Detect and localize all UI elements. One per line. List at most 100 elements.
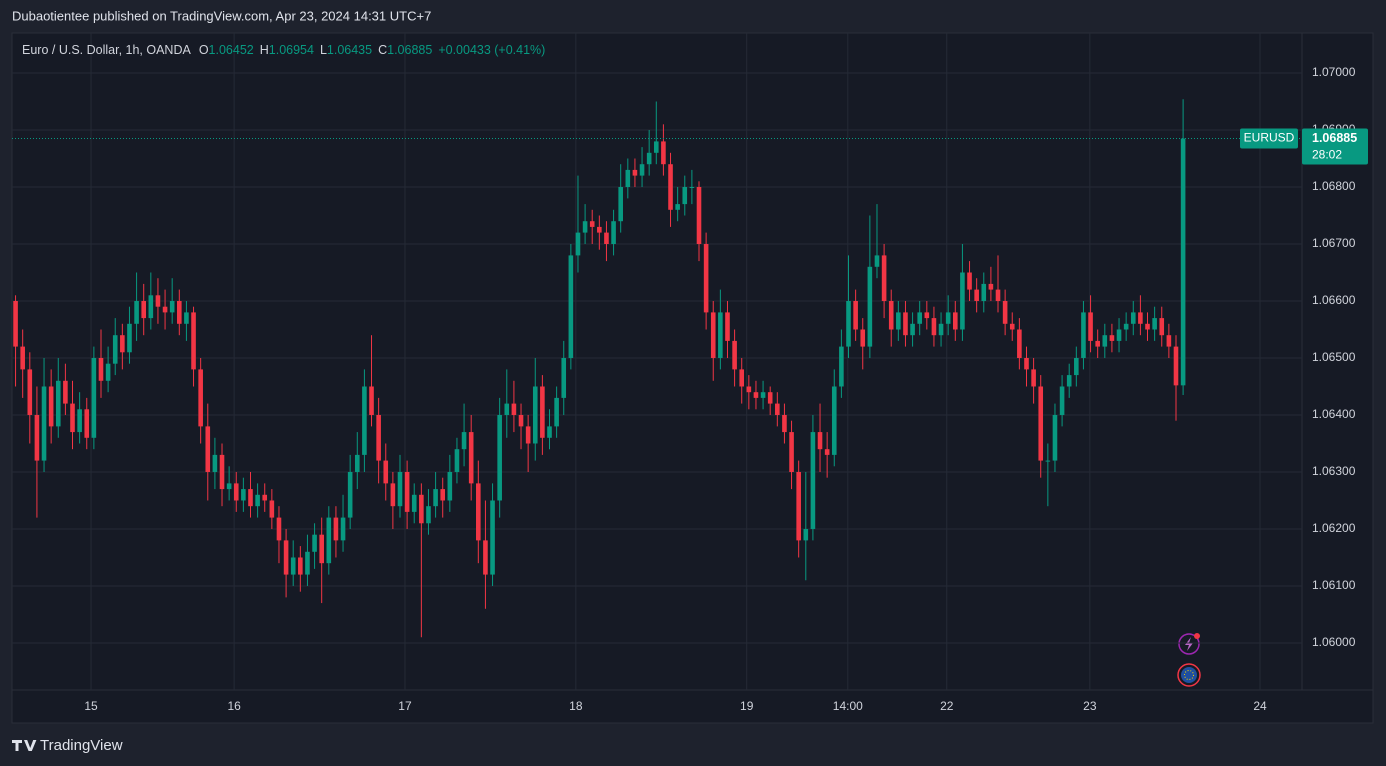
candle-body [511,403,517,415]
candle-body [262,494,268,501]
candle-body [326,517,332,564]
symbol-label: EURUSD [1244,131,1295,145]
candle-body [333,517,339,541]
candle-body [241,489,246,501]
candle-body [703,244,709,313]
candle-body [597,226,602,233]
y-tick-label: 1.06500 [1312,350,1356,364]
candle-body [611,221,616,245]
candle-body [27,369,33,415]
candle-body [746,386,752,393]
candle-body [1130,312,1136,324]
x-tick-label: 17 [398,699,412,713]
candle-body [1102,335,1108,347]
candle-body [162,306,168,313]
candle-body [454,449,460,472]
x-tick-label: 23 [1083,699,1097,713]
candle-body [710,312,716,358]
legend-key: H [260,43,269,57]
x-tick-label: 14:00 [833,699,863,713]
header: Dubaotientee published on TradingView.co… [12,8,431,23]
candle-body [1081,312,1086,358]
legend-change: +0.00433 (+0.41%) [438,43,545,57]
candle-body [248,489,253,507]
candle-body [554,397,559,427]
candle-body [41,386,47,461]
symbol-badge [1240,128,1298,149]
candle-body [504,403,510,415]
y-tick-label: 1.06600 [1312,293,1356,307]
candle-body [426,506,431,524]
x-tick-label: 16 [227,699,241,713]
candle-body [960,272,965,330]
candle-body [896,312,901,330]
candle-body [917,312,922,324]
candle-body [34,414,40,461]
candle-body [803,528,809,541]
candle-body [732,340,737,370]
candle-body [739,369,745,387]
candle-body [390,483,396,507]
x-tick-label: 18 [569,699,583,713]
candle-body [675,204,680,210]
candle-body [205,426,211,472]
candle-body [1017,329,1022,358]
candle-body [1095,340,1100,347]
candle-body [604,232,609,245]
candle-body [198,369,203,427]
candle-body [77,409,82,433]
candle-body [924,312,930,319]
candle-body [967,272,972,290]
candle-body [411,494,417,512]
candle-body [305,551,310,575]
candle-body [397,471,403,507]
candle-body [347,471,353,518]
candle-body [725,312,730,341]
x-tick-label: 24 [1253,699,1267,713]
candle-body [1066,375,1072,387]
candle-body [490,500,495,575]
candle-body [1180,138,1186,386]
candle-body [319,534,324,564]
candle-body [646,152,652,165]
candle-body [988,283,994,290]
candle-body [1038,386,1044,461]
candle-body [63,380,68,404]
candle-body [20,346,25,370]
candle-body [782,414,787,433]
legend-value: 1.06452 [209,43,254,57]
candle-body [575,232,581,256]
candle-body [127,323,132,353]
candle-body [775,403,780,415]
candle-body [1045,460,1051,462]
candle-body [120,335,125,353]
candle-body [383,460,389,484]
candle-body [177,300,182,324]
candle-body [525,426,531,444]
candle-body [1116,329,1122,341]
candle-body [831,386,837,455]
candle-body [290,557,296,575]
candle-body [718,312,723,358]
candle-body [468,432,474,484]
candle-body [283,540,289,575]
candle-body [846,300,851,347]
candle-body [931,318,937,336]
candle-body [796,471,801,541]
y-tick-label: 1.06200 [1312,521,1356,535]
candle-body [817,432,823,450]
candle-body [212,454,218,472]
candle-body [369,386,374,415]
candle-body [661,141,666,165]
brand: TradingView [40,737,123,754]
candle-body [839,346,844,387]
legend-key: L [320,43,327,57]
candle-body [810,432,816,529]
candle-body [312,534,317,552]
candle-body [276,517,282,541]
candle-body [696,187,702,245]
candle-body [269,500,275,518]
candle-body [1052,414,1058,461]
candle-body [682,187,688,205]
x-tick-label: 22 [940,699,954,713]
